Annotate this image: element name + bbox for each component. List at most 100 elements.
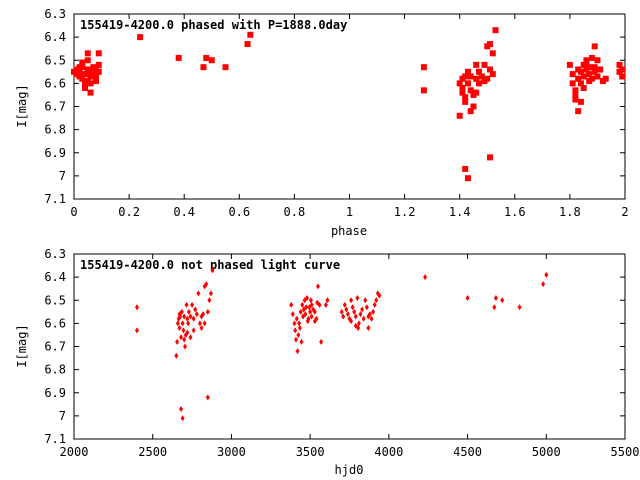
phased-panel: 155419-4200.0 phased with P=1888.0day 0 0… xyxy=(15,7,629,238)
phased-data-point xyxy=(591,64,598,71)
unphased-data-point xyxy=(202,320,207,327)
unphased-data-point xyxy=(205,394,210,401)
unphased-y-axis-label: I[mag] xyxy=(15,324,29,367)
phased-data-point xyxy=(572,91,579,98)
unphased-data-point xyxy=(175,320,180,327)
unphased-data-point xyxy=(342,301,347,308)
unphased-data-point xyxy=(177,325,182,331)
unphased-data-point xyxy=(304,294,309,301)
unphased-x-tick-label: 2000 xyxy=(60,445,89,459)
phased-x-tick-label: 1 xyxy=(346,205,353,219)
phased-data-point xyxy=(591,68,598,75)
unphased-y-tick-label: 7 xyxy=(59,409,66,423)
unphased-data-point xyxy=(314,315,319,322)
unphased-data-point xyxy=(298,308,303,315)
unphased-data-point xyxy=(361,315,366,322)
phased-data-point xyxy=(586,71,593,78)
phased-data-point xyxy=(95,61,102,68)
unphased-data-point xyxy=(371,308,376,315)
unphased-data-point xyxy=(174,352,179,359)
unphased-data-point xyxy=(341,313,346,320)
unphased-panel: 155419-4200.0 not phased light curve 200… xyxy=(15,247,639,477)
unphased-x-tick-label: 4000 xyxy=(374,445,403,459)
phased-y-ticks: 6.3 6.4 6.5 6.6 6.7 6.8 6.9 7 7.1 xyxy=(44,7,625,206)
unphased-data-point xyxy=(541,281,546,288)
phased-data-point xyxy=(79,59,86,66)
unphased-data-point xyxy=(369,315,374,322)
phased-data-point xyxy=(467,108,474,115)
phased-data-point xyxy=(462,94,469,101)
unphased-data-point xyxy=(360,306,365,313)
unphased-data-point xyxy=(186,308,191,315)
phased-data-point xyxy=(580,73,587,80)
unphased-data-point xyxy=(180,320,185,327)
phased-y-tick-label: 7 xyxy=(59,169,66,183)
phased-data-point xyxy=(487,154,494,161)
unphased-data-point xyxy=(294,315,299,322)
unphased-x-tick-label: 5500 xyxy=(611,445,640,459)
phased-data-point xyxy=(464,175,471,182)
phased-data-point xyxy=(566,61,573,68)
phased-data-point xyxy=(464,80,471,87)
phased-data-point xyxy=(594,57,601,64)
phased-x-tick-label: 0.6 xyxy=(228,205,250,219)
unphased-x-tick-label: 3500 xyxy=(296,445,325,459)
phased-y-tick-label: 6.3 xyxy=(44,7,66,21)
unphased-data-point xyxy=(345,311,350,318)
phased-data-point xyxy=(473,89,480,96)
phased-data-point xyxy=(467,73,474,80)
unphased-data-point xyxy=(297,320,302,327)
phased-data-point xyxy=(473,61,480,68)
phased-data-point xyxy=(93,78,100,85)
unphased-data-point xyxy=(188,334,193,341)
unphased-data-point xyxy=(377,292,382,299)
unphased-data-point xyxy=(355,294,360,301)
unphased-x-tick-label: 2500 xyxy=(138,445,167,459)
unphased-data-point xyxy=(312,308,317,315)
unphased-data-point xyxy=(190,301,195,308)
unphased-data-point xyxy=(184,301,189,308)
unphased-data-point xyxy=(352,308,357,315)
unphased-data-point xyxy=(299,338,304,345)
phased-data-point xyxy=(84,50,91,57)
unphased-data-point xyxy=(358,311,363,318)
unphased-data-point xyxy=(315,299,320,306)
phased-data-point xyxy=(203,54,210,61)
phased-data-point xyxy=(462,98,469,105)
phased-data-point xyxy=(492,27,499,34)
phased-x-tick-label: 0 xyxy=(70,205,77,219)
phased-data-point xyxy=(208,57,215,64)
unphased-y-tick-label: 6.8 xyxy=(44,363,66,377)
unphased-data-point xyxy=(185,329,190,336)
unphased-data-point xyxy=(366,325,371,331)
unphased-data-point xyxy=(353,313,358,320)
phased-data-point xyxy=(586,64,593,71)
phased-plot-title: 155419-4200.0 phased with P=1888.0day xyxy=(80,18,347,32)
unphased-data-point xyxy=(191,327,196,334)
phased-data-point xyxy=(84,57,91,64)
unphased-data-point xyxy=(182,343,187,350)
unphased-data-point xyxy=(204,281,209,288)
phased-data-point xyxy=(456,112,463,119)
unphased-data-point xyxy=(193,306,198,313)
unphased-data-point xyxy=(323,301,328,308)
unphased-data-point xyxy=(196,290,201,297)
phased-data-point xyxy=(575,75,582,82)
phased-data-point xyxy=(572,87,579,94)
phased-x-tick-label: 2 xyxy=(621,205,628,219)
phased-x-tick-label: 1.2 xyxy=(394,205,416,219)
phased-data-point xyxy=(82,85,89,91)
phased-data-point xyxy=(489,50,496,57)
unphased-data-point xyxy=(300,301,305,308)
unphased-data-point xyxy=(374,297,379,304)
unphased-data-points xyxy=(134,267,549,422)
unphased-data-point xyxy=(293,327,298,334)
unphased-data-point xyxy=(309,313,314,320)
phased-data-point xyxy=(459,89,466,96)
phased-data-point xyxy=(577,98,584,105)
phased-x-tick-label: 0.8 xyxy=(284,205,306,219)
unphased-data-point xyxy=(208,290,213,297)
phased-data-point xyxy=(137,34,144,41)
phased-data-point xyxy=(87,89,94,96)
unphased-data-point xyxy=(339,308,344,315)
